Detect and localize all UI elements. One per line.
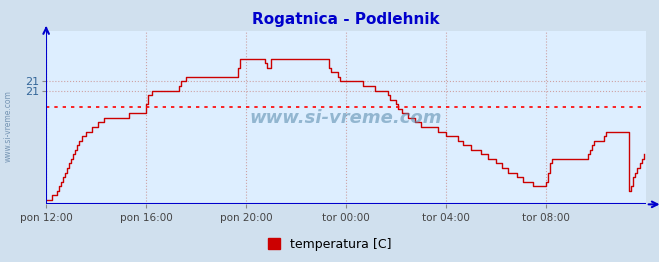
Legend: temperatura [C]: temperatura [C] bbox=[262, 233, 397, 256]
Text: www.si-vreme.com: www.si-vreme.com bbox=[4, 90, 13, 162]
Text: www.si-vreme.com: www.si-vreme.com bbox=[250, 109, 442, 127]
Title: Rogatnica - Podlehnik: Rogatnica - Podlehnik bbox=[252, 13, 440, 28]
